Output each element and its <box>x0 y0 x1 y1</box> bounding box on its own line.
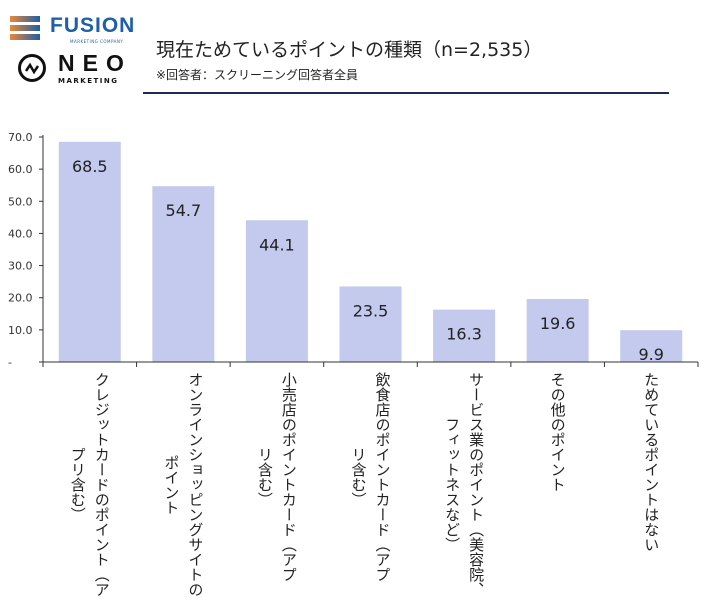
y-tick-label: - <box>8 356 12 369</box>
y-tick-label: 10.0 <box>8 324 33 337</box>
data-label: 23.5 <box>353 301 389 320</box>
x-tick-label: クレジットカードのポイント（ア プリ含む） <box>68 372 111 597</box>
data-label: 9.9 <box>638 345 663 364</box>
y-tick-label: 50.0 <box>8 195 33 208</box>
fusion-logo: FUSION MARKETING COMPANY <box>10 14 135 48</box>
y-tick-label: 60.0 <box>8 163 33 176</box>
fusion-bars-icon <box>10 16 40 43</box>
data-label: 19.6 <box>540 314 576 333</box>
x-tick-label: オンラインショッピングサイトの ポイント <box>162 372 205 597</box>
data-label: 54.7 <box>166 201 202 220</box>
neo-wave-icon <box>18 54 46 82</box>
data-label: 16.3 <box>446 325 482 344</box>
fusion-logo-text: FUSION <box>50 14 136 37</box>
neo-logo-sub: MARKETING <box>58 77 119 85</box>
x-tick-label: ためているポイントはない <box>642 372 661 552</box>
chart-title: 現在ためているポイントの種類（n=2,535） <box>156 39 543 61</box>
bar <box>433 309 496 362</box>
bar <box>245 220 308 362</box>
title-underline <box>143 92 669 94</box>
bar <box>339 286 402 362</box>
bar <box>152 186 215 362</box>
data-label: 44.1 <box>259 235 295 254</box>
chart-subtitle: ※回答者：スクリーニング回答者全員 <box>156 68 359 82</box>
x-tick-label: サービス業のポイント（美容院、 フィットネスなど） <box>443 372 486 597</box>
bar <box>620 330 683 362</box>
y-tick-label: 70.0 <box>8 131 33 144</box>
x-tick-label: 小売店のポイントカード（アプ リ含む） <box>255 372 298 582</box>
y-tick-label: 30.0 <box>8 260 33 273</box>
x-tick-label: 飲食店のポイントカード（アプ リ含む） <box>349 372 392 582</box>
bar <box>58 141 121 362</box>
x-axis-labels: クレジットカードのポイント（ア プリ含む） オンラインショッピングサイトの ポイント 小… <box>0 372 715 607</box>
data-label: 68.5 <box>72 157 108 176</box>
fusion-logo-sub: MARKETING COMPANY <box>70 39 124 44</box>
x-tick-label: その他のポイント <box>548 372 567 492</box>
y-tick-label: 20.0 <box>8 292 33 305</box>
bar <box>526 299 589 362</box>
neo-logo: NEO MARKETING <box>18 50 128 90</box>
neo-logo-text: NEO <box>58 50 132 76</box>
y-tick-label: 40.0 <box>8 227 33 240</box>
